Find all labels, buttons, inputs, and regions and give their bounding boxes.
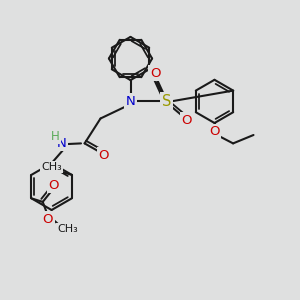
- Text: CH₃: CH₃: [41, 162, 62, 172]
- Text: O: O: [150, 67, 160, 80]
- Text: O: O: [181, 113, 192, 127]
- Text: O: O: [43, 213, 53, 226]
- Text: O: O: [49, 178, 59, 192]
- Text: N: N: [126, 95, 135, 108]
- Text: N: N: [57, 137, 67, 150]
- Text: CH₃: CH₃: [57, 224, 78, 234]
- Text: O: O: [98, 149, 109, 162]
- Text: O: O: [209, 125, 220, 139]
- Text: S: S: [162, 94, 171, 109]
- Text: H: H: [51, 130, 60, 143]
